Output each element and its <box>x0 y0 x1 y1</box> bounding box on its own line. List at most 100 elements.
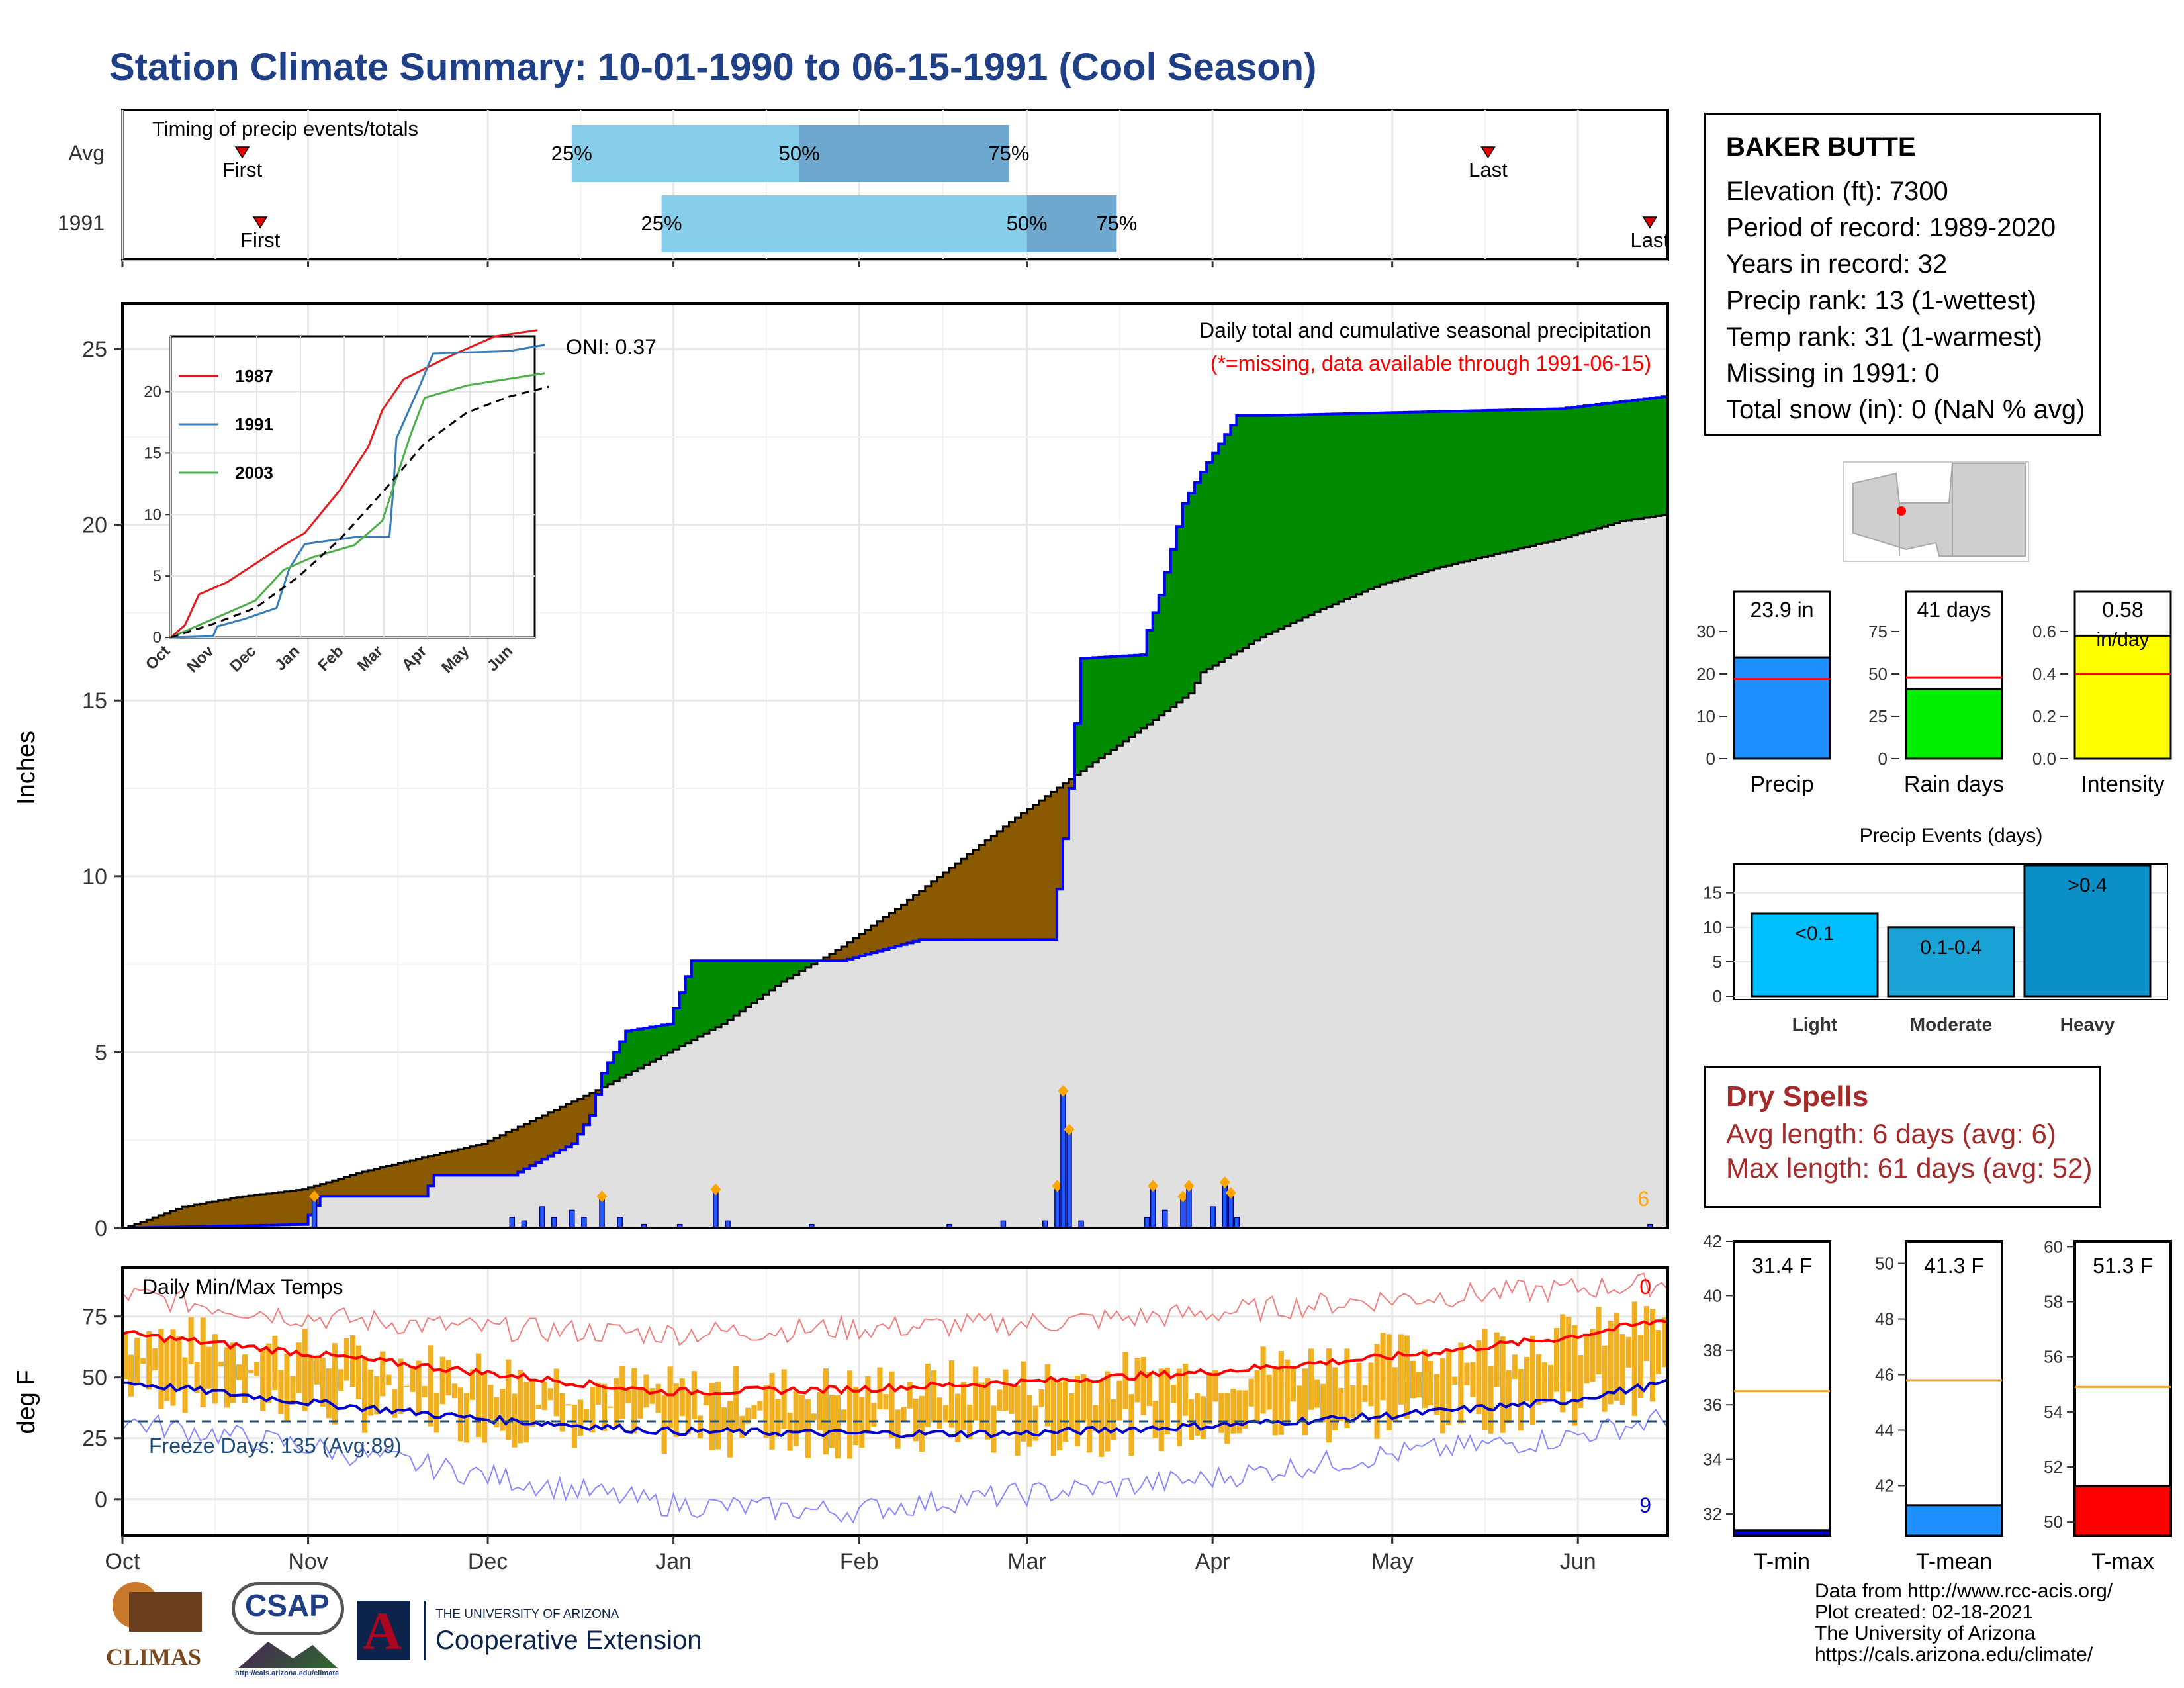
y-tick-label: 50 <box>82 1366 107 1391</box>
daily-temp-bar <box>936 1397 942 1429</box>
y-tick-label: 42 <box>1875 1476 1894 1495</box>
daily-temp-bar <box>1547 1364 1554 1399</box>
surplus-fill <box>1590 405 1596 530</box>
daily-temp-bar <box>877 1367 883 1410</box>
deficit-fill <box>482 1143 488 1176</box>
dry-spells-max: Max length: 61 days (avg: 52) <box>1726 1152 2093 1184</box>
daily-temp-bar <box>1380 1333 1386 1401</box>
y-tick-label: 38 <box>1703 1340 1722 1360</box>
daily-precip-bar <box>1078 1220 1084 1228</box>
daily-temp-bar <box>146 1331 152 1390</box>
missing-note: (*=missing, data available through 1991-… <box>1210 352 1651 375</box>
surplus-fill <box>1392 412 1399 581</box>
heavy-event-marker <box>1177 1190 1189 1203</box>
deficit-fill <box>535 1118 543 1163</box>
daily-temp-bar <box>1578 1355 1584 1408</box>
daily-temp-bar <box>697 1415 703 1439</box>
daily-temp-bar <box>559 1393 565 1432</box>
surplus-fill <box>1260 415 1267 637</box>
daily-temp-bar <box>1428 1360 1434 1406</box>
surplus-fill <box>1368 413 1375 590</box>
daily-temp-bar <box>865 1376 871 1434</box>
daily-temp-bar <box>715 1382 721 1450</box>
daily-temp-bar <box>1075 1376 1081 1447</box>
daily-temp-bar <box>703 1393 709 1405</box>
inset-average-line <box>170 385 549 639</box>
daily-temp-bar <box>1631 1301 1637 1416</box>
summary-chart-t-max: 50 52 54 56 58 60 51.3 F T-max <box>2044 1237 2172 1574</box>
surplus-fill <box>763 961 770 995</box>
daily-temp-bar <box>793 1391 799 1446</box>
daily-temp-bar <box>1122 1352 1128 1409</box>
daily-temp-bar <box>1494 1332 1500 1387</box>
daily-temp-bar <box>1212 1370 1218 1402</box>
daily-temp-bar <box>1105 1371 1111 1452</box>
surplus-fill <box>1524 409 1531 547</box>
daily-temp-bar <box>625 1390 631 1404</box>
daily-temp-bar <box>122 1334 128 1380</box>
freeze-days-label: Freeze Days: 135 (Avg:89) <box>149 1434 402 1458</box>
y-tick-label: 0 <box>95 1216 107 1241</box>
deficit-fill <box>919 890 926 940</box>
surplus-fill <box>1596 404 1603 528</box>
y-tick-label: 50 <box>2044 1512 2063 1532</box>
chart-frame <box>1733 1240 1831 1537</box>
surplus-fill <box>793 961 800 975</box>
surplus-fill <box>1320 414 1327 610</box>
deficit-fill <box>368 1170 375 1197</box>
deficit-fill <box>398 1163 404 1197</box>
surplus-fill <box>1541 408 1549 543</box>
legend-label: 1991 <box>235 414 273 434</box>
surplus-fill <box>1458 410 1465 563</box>
deficit-fill <box>967 854 974 940</box>
daily-temp-bar <box>1554 1328 1560 1392</box>
oni-label: ONI: 0.37 <box>566 335 657 359</box>
daily-temp-bar <box>326 1368 332 1419</box>
daily-temp-bar <box>1176 1368 1183 1446</box>
temperature-panel: 0 25 50 75 Oct Nov Dec Jan Feb Mar Apr May Jun Dail… <box>13 1266 1669 1574</box>
y-tick-label: 58 <box>2044 1291 2063 1311</box>
surplus-fill <box>1230 425 1237 655</box>
surplus-fill <box>631 1030 638 1072</box>
daily-temp-bar <box>1637 1335 1643 1398</box>
daily-temp-bar <box>1488 1366 1494 1434</box>
y-tick-label: 20 <box>1696 664 1715 684</box>
daily-temp-bar <box>763 1385 769 1438</box>
event-category-label: Heavy <box>2060 1014 2115 1035</box>
daily-temp-bar <box>547 1388 553 1401</box>
daily-temp-bar <box>134 1337 140 1383</box>
daily-temp-bar <box>859 1397 865 1448</box>
value-bar <box>1733 656 1831 760</box>
daily-temp-bar <box>979 1382 985 1432</box>
daily-temp-bar <box>661 1395 667 1454</box>
daily-temp-bar <box>1093 1405 1099 1431</box>
daily-temp-bar <box>500 1389 506 1431</box>
deficit-fill <box>1044 796 1052 940</box>
deficit-fill <box>475 1145 482 1176</box>
daily-temp-bar <box>1422 1349 1428 1409</box>
heavy-event-marker <box>1064 1123 1075 1136</box>
quartile-bar-lower <box>661 195 1027 252</box>
deficit-fill <box>1026 808 1034 940</box>
surplus-fill <box>637 1029 644 1068</box>
surplus-fill <box>1584 406 1590 532</box>
value-label: 23.9 in <box>1750 598 1813 622</box>
category-label: T-max <box>2091 1549 2154 1574</box>
daily-temp-bar <box>691 1371 697 1420</box>
daily-temp-bar <box>1326 1348 1332 1443</box>
dry-spells-box: Dry Spells Avg length: 6 days (avg: 6) M… <box>1704 1066 2101 1208</box>
surplus-fill <box>643 1027 651 1066</box>
surplus-fill <box>1614 402 1621 523</box>
corner-count: 6 <box>1637 1187 1649 1211</box>
daily-temp-bar <box>1518 1368 1524 1431</box>
daily-temp-bar <box>721 1407 727 1430</box>
precip-panel: 0 5 10 15 20 25 Daily total and cumulative se… <box>13 260 1669 1241</box>
daily-temp-bar <box>745 1407 751 1424</box>
daily-temp-bar <box>386 1374 392 1385</box>
surplus-fill <box>1416 412 1423 575</box>
daily-temp-bar <box>1218 1393 1224 1433</box>
daily-temp-bar <box>380 1351 386 1397</box>
daily-temp-bar <box>278 1370 284 1414</box>
deficit-fill <box>829 953 836 961</box>
